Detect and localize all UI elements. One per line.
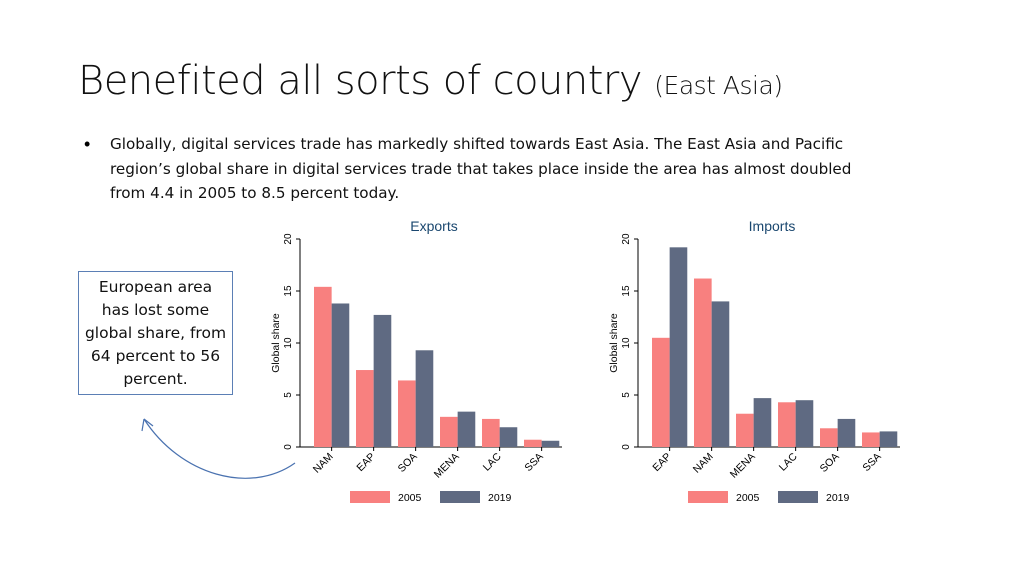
bar-2005-eap xyxy=(356,370,374,447)
bar-2019-mena xyxy=(753,398,772,447)
bullet-dot-icon: • xyxy=(84,134,91,154)
legend-label-2005: 2005 xyxy=(736,492,760,504)
bar-2019-eap xyxy=(669,247,688,447)
bar-2019-soa xyxy=(837,418,856,447)
y-axis-label: Global share xyxy=(270,313,282,373)
bar-2019-ssa xyxy=(541,440,560,447)
legend-label-2005: 2005 xyxy=(398,492,422,504)
bullet-text: Globally, digital services trade has mar… xyxy=(110,135,852,202)
bar-2019-lac xyxy=(795,400,814,447)
x-tick-label: SOA xyxy=(396,451,420,475)
legend-label-2019: 2019 xyxy=(488,492,512,504)
y-tick-label: 5 xyxy=(283,392,294,398)
y-tick-label: 20 xyxy=(283,233,294,245)
y-tick-label: 0 xyxy=(283,444,294,450)
x-tick-label: SSA xyxy=(860,451,883,474)
x-tick-label: SSA xyxy=(522,451,545,474)
x-tick-label: EAP xyxy=(354,451,377,474)
bar-2019-lac xyxy=(499,427,518,447)
y-tick-label: 15 xyxy=(621,285,632,297)
bar-2005-mena xyxy=(440,416,458,447)
y-tick-label: 10 xyxy=(283,337,294,349)
legend-swatch-2019 xyxy=(440,491,480,503)
x-tick-label: NAM xyxy=(311,451,336,476)
y-tick-label: 15 xyxy=(283,285,294,297)
x-tick-label: LAC xyxy=(481,450,504,473)
bar-2005-soa xyxy=(820,428,838,447)
x-tick-label: LAC xyxy=(777,450,800,473)
slide-title-main: Benefited all sorts of country xyxy=(78,58,643,104)
chart-title: Imports xyxy=(749,218,796,234)
y-tick-label: 5 xyxy=(621,392,632,398)
chart-title: Exports xyxy=(410,218,457,234)
bar-2005-eap xyxy=(652,337,670,447)
legend-swatch-2019 xyxy=(778,491,818,503)
y-tick-label: 20 xyxy=(621,233,632,245)
callout-box: European area has lost some global share… xyxy=(78,271,233,395)
bar-2019-ssa xyxy=(879,431,898,447)
bar-2005-nam xyxy=(694,278,712,447)
x-tick-label: NAM xyxy=(691,451,716,476)
bar-2019-soa xyxy=(415,350,434,447)
imports-chart: Imports 0 5 10 15 20 Global share EAP NAM MENA LAC… xyxy=(608,218,900,504)
curved-arrow-icon xyxy=(141,418,296,479)
slide-title-suffix: (East Asia) xyxy=(654,71,783,100)
x-tick-label: SOA xyxy=(818,451,842,475)
slide-title: Benefited all sorts of country (East Asi… xyxy=(78,58,783,104)
x-tick-label: MENA xyxy=(728,451,758,481)
callout-text: European area has lost some global share… xyxy=(84,277,227,388)
legend-swatch-2005 xyxy=(350,491,390,503)
bar-2005-soa xyxy=(398,380,416,447)
bar-2019-eap xyxy=(373,314,392,447)
legend-swatch-2005 xyxy=(688,491,728,503)
bar-2005-lac xyxy=(778,402,796,447)
bar-2019-nam xyxy=(331,303,350,447)
y-tick-label: 10 xyxy=(621,337,632,349)
exports-chart: Exports 0 5 10 15 20 Global share NAM EAP SOA MENA… xyxy=(270,218,562,504)
bar-2005-ssa xyxy=(524,439,542,447)
x-tick-label: MENA xyxy=(432,451,462,481)
bar-2005-mena xyxy=(736,413,754,447)
bar-2019-mena xyxy=(457,411,476,447)
bar-2005-lac xyxy=(482,418,500,447)
legend-label-2019: 2019 xyxy=(826,492,850,504)
y-axis-label: Global share xyxy=(608,313,620,373)
bar-2005-nam xyxy=(314,286,332,447)
y-tick-label: 0 xyxy=(621,444,632,450)
x-tick-label: EAP xyxy=(650,451,673,474)
bar-2005-ssa xyxy=(862,432,880,447)
bar-2019-nam xyxy=(711,301,730,447)
bullet-point: • Globally, digital services trade has m… xyxy=(84,132,874,206)
